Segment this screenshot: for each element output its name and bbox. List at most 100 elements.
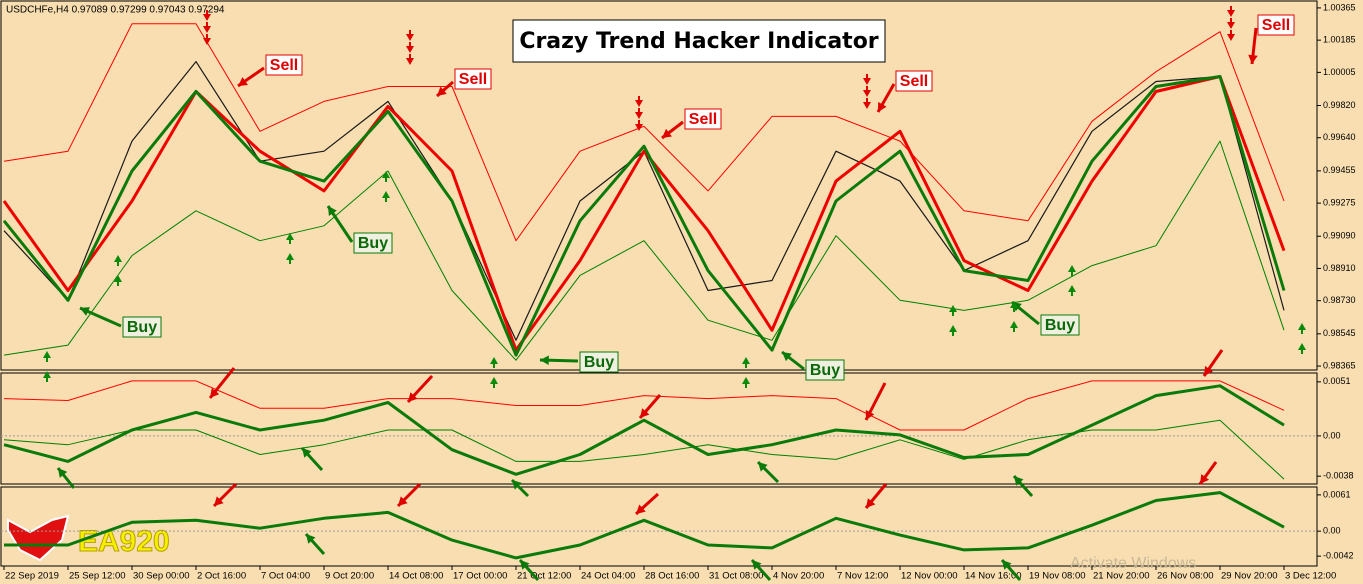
buy-label: Buy: [584, 354, 614, 371]
pointer-head: [328, 206, 337, 216]
x-tick-label: 24 Oct 04:00: [581, 571, 635, 582]
x-tick-label: 2 Oct 16:00: [197, 571, 246, 582]
pointer-head: [214, 496, 224, 506]
sell-label: Sell: [900, 73, 928, 90]
down-arrow: [1227, 18, 1235, 29]
down-arrow: [1227, 30, 1235, 41]
up-arrow: [382, 191, 390, 202]
up-arrow: [742, 377, 750, 388]
buy-label: Buy: [127, 319, 157, 336]
x-tick-label: 14 Oct 08:00: [389, 571, 443, 582]
series-line: [4, 491, 1285, 560]
main-panel: [0, 0, 1318, 371]
sell-label: Sell: [689, 111, 717, 128]
up-arrow: [286, 233, 294, 244]
up-arrow: [43, 371, 51, 382]
y-tick-label: 0.98910: [1323, 263, 1356, 273]
y-tick-label: 0.99275: [1323, 197, 1356, 207]
series-line: [2, 75, 1286, 357]
down-arrow: [203, 34, 211, 45]
logo-text: EA920: [78, 525, 170, 558]
pointer-head: [302, 448, 312, 458]
up-arrow: [949, 325, 957, 336]
pointer-head: [540, 355, 549, 366]
pointer-head: [1248, 54, 1258, 64]
x-tick-label: 7 Oct 04:00: [261, 571, 310, 582]
up-arrow: [286, 253, 294, 264]
down-arrow: [635, 108, 643, 119]
indicator-panel: [0, 372, 1318, 485]
watermark: Activate Windows: [1070, 555, 1196, 572]
up-arrow: [1298, 343, 1306, 354]
pointer-head: [1014, 476, 1024, 486]
y-tick-label: 1.00005: [1323, 67, 1356, 77]
pointer-head: [408, 392, 418, 402]
x-tick-label: 26 Nov 08:00: [1157, 571, 1214, 582]
down-arrow: [635, 96, 643, 107]
up-arrow: [43, 351, 51, 362]
buy-label: Buy: [358, 235, 388, 252]
pointer-head: [1002, 560, 1012, 570]
up-arrow: [1010, 301, 1018, 312]
up-arrow: [1010, 321, 1018, 332]
x-tick-label: 12 Nov 00:00: [901, 571, 958, 582]
x-tick-label: 14 Nov 16:00: [965, 571, 1022, 582]
up-arrow: [490, 357, 498, 368]
down-arrow: [1227, 6, 1235, 17]
series-line: [3, 384, 1285, 476]
symbol-header: USDCHFe,H4 0.97089 0.97299 0.97043 0.972…: [6, 5, 225, 16]
y-tick-label: 0.99640: [1323, 132, 1356, 142]
sell-tag: [1257, 14, 1295, 36]
up-arrow: [1298, 323, 1306, 334]
up-arrow: [1068, 265, 1076, 276]
y-tick-label: -0.0038: [1323, 471, 1354, 481]
y-tick-label: 0.98730: [1323, 295, 1356, 305]
down-arrow: [863, 98, 871, 109]
y-tick-label: 1.00185: [1323, 35, 1356, 45]
buy-tag: [805, 359, 845, 381]
y-tick-label: 0.98545: [1323, 328, 1356, 338]
buy-tag: [122, 316, 162, 338]
up-arrow: [949, 305, 957, 316]
oscillator-panel: [0, 486, 1318, 567]
buy-label: Buy: [810, 362, 840, 379]
pointer-head: [306, 534, 316, 544]
y-tick-label: 0.98365: [1323, 360, 1356, 370]
x-tick-label: 30 Sep 00:00: [133, 571, 190, 582]
x-tick-label: 9 Oct 20:00: [325, 571, 374, 582]
up-arrow: [382, 171, 390, 182]
down-arrow: [203, 10, 211, 21]
pointer-head: [58, 468, 68, 478]
buy-tag: [579, 351, 619, 373]
up-arrow: [1068, 285, 1076, 296]
buy-label: Buy: [1045, 317, 1075, 334]
pointer-head: [238, 77, 248, 86]
buy-tag: [353, 232, 393, 254]
x-tick-label: 25 Sep 12:00: [69, 571, 126, 582]
sell-tag: [684, 108, 722, 130]
down-arrow: [406, 42, 414, 53]
y-tick-label: 0.0051: [1323, 376, 1351, 386]
y-tick-label: 0.00: [1323, 430, 1341, 440]
sell-label: Sell: [459, 71, 487, 88]
series-line: [2, 75, 1286, 352]
x-tick-label: 21 Oct 12:00: [517, 571, 571, 582]
sell-tag: [454, 68, 492, 90]
x-tick-label: 3 Dec 12:00: [1285, 571, 1336, 582]
pointer-head: [640, 408, 650, 418]
y-tick-label: 0.99820: [1323, 100, 1356, 110]
up-arrow: [490, 377, 498, 388]
pointer-head: [662, 128, 672, 138]
y-tick-label: 0.99090: [1323, 231, 1356, 241]
pointer-head: [80, 307, 90, 316]
down-arrow: [406, 54, 414, 65]
pointer-head: [398, 496, 408, 506]
down-arrow: [635, 120, 643, 131]
x-tick-label: 19 Nov 08:00: [1029, 571, 1086, 582]
pointer-head: [520, 560, 530, 570]
up-arrow: [742, 357, 750, 368]
x-tick-label: 31 Oct 08:00: [709, 571, 763, 582]
pointer-head: [1200, 474, 1210, 484]
